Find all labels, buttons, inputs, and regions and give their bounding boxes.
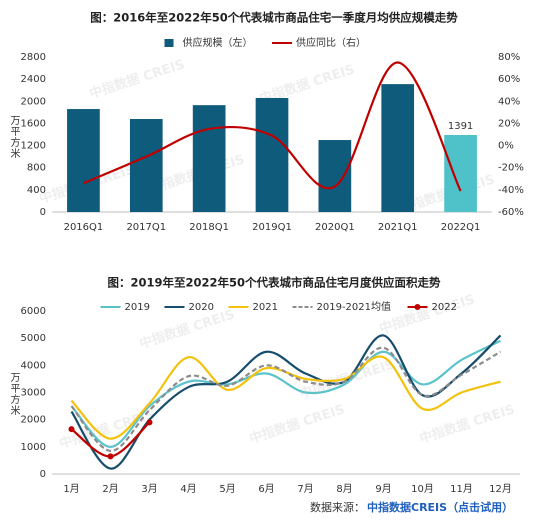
x-tick-label: 11月	[450, 483, 473, 495]
y-tick-label: 4000	[21, 360, 46, 371]
y-tick-label: 1600	[21, 118, 46, 129]
legend-label: 2019-2021均值	[317, 300, 392, 313]
source-label: 数据来源：	[310, 500, 365, 514]
y-axis-title: 万平方米	[8, 372, 20, 416]
x-tick-label: 5月	[219, 483, 235, 495]
chart-title: 图：2016年至2022年50个代表城市商品住宅一季度月均供应规模走势	[90, 11, 458, 25]
x-tick-label: 10月	[411, 483, 434, 495]
bar	[129, 119, 163, 212]
x-tick-label: 1月	[63, 483, 79, 495]
x-tick-label: 2月	[102, 483, 118, 495]
line	[83, 61, 462, 192]
y-tick-label: 3000	[21, 388, 46, 399]
y2-tick-label: -40%	[498, 185, 524, 196]
y-axis-title: 万平方米	[8, 115, 20, 159]
y2-tick-label: 80%	[498, 52, 520, 63]
x-tick-label: 2018Q1	[189, 222, 229, 233]
legend-marker	[414, 304, 421, 310]
line	[70, 339, 501, 448]
y-tick-label: 0	[40, 469, 46, 480]
x-tick-label: 7月	[297, 483, 313, 495]
x-tick-label: 12月	[489, 483, 512, 495]
value-label: 1391	[448, 121, 473, 132]
chart-title: 图：2019年至2022年50个代表城市商品住宅月度供应面积走势	[107, 276, 441, 290]
x-tick-label: 2020Q1	[315, 222, 355, 233]
y-tick-label: 5000	[21, 333, 46, 344]
legend-label: 供应规模（左）	[183, 36, 253, 49]
source-link[interactable]: 中指数据CREIS（点击试用）	[367, 500, 513, 514]
y2-tick-label: 0%	[498, 141, 514, 152]
y2-tick-label: 20%	[498, 118, 520, 129]
y-tick-label: 1200	[21, 141, 46, 152]
x-tick-label: 2017Q1	[126, 222, 166, 233]
y-tick-label: 2800	[21, 52, 46, 63]
legend-swatch	[164, 39, 174, 47]
x-tick-label: 2019Q1	[252, 222, 292, 233]
x-tick-label: 2022Q1	[441, 222, 481, 233]
bar	[67, 109, 100, 212]
y2-tick-label: 40%	[498, 96, 520, 107]
x-tick-label: 6月	[258, 483, 274, 495]
y-tick-label: 2000	[21, 96, 46, 107]
y2-tick-label: -60%	[498, 207, 524, 218]
y-tick-label: 1000	[21, 442, 46, 453]
bar	[318, 140, 352, 212]
legend-label: 2022	[432, 302, 457, 313]
bar	[192, 105, 226, 212]
legend-label: 2020	[189, 302, 214, 313]
y-tick-label: 2400	[21, 74, 46, 85]
legend-label: 2019	[125, 302, 150, 313]
x-tick-label: 3月	[141, 483, 157, 495]
legend-label: 供应同比（右）	[296, 36, 366, 49]
legend-label: 2021	[253, 302, 278, 313]
y2-tick-label: -20%	[498, 163, 524, 174]
y-tick-label: 6000	[21, 306, 46, 317]
y2-tick-label: 60%	[498, 74, 520, 85]
line	[70, 346, 502, 453]
y-tick-label: 0	[40, 207, 46, 218]
bar	[381, 84, 415, 212]
y-tick-label: 800	[27, 163, 46, 174]
marker	[68, 426, 75, 433]
x-tick-label: 8月	[336, 483, 352, 495]
bar	[444, 134, 477, 212]
y-tick-label: 400	[27, 185, 46, 196]
bar	[255, 97, 289, 212]
x-tick-label: 2021Q1	[378, 222, 418, 233]
marker	[146, 419, 153, 426]
x-tick-label: 2016Q1	[64, 222, 104, 233]
x-tick-label: 4月	[180, 483, 196, 495]
marker	[107, 453, 114, 460]
x-tick-label: 9月	[375, 483, 391, 495]
y-tick-label: 2000	[21, 415, 46, 426]
